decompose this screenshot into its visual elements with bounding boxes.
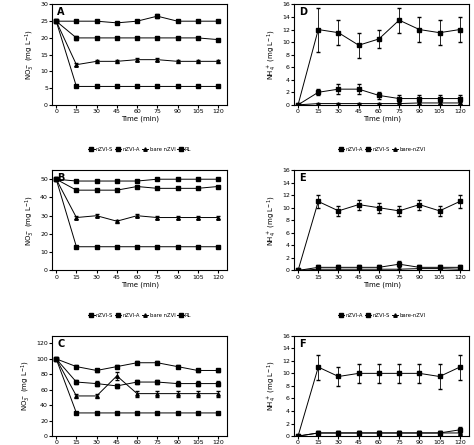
Y-axis label: NO$_3^-$ (mg L$^{-1}$): NO$_3^-$ (mg L$^{-1}$) [24,29,37,80]
Text: F: F [299,339,306,349]
Text: A: A [57,8,65,17]
Y-axis label: NH$_4^+$ (mg L$^{-1}$): NH$_4^+$ (mg L$^{-1}$) [266,360,279,411]
Text: B: B [57,173,65,183]
Legend: nZVI-S, nZVI-A, bare nZVI, RL: nZVI-S, nZVI-A, bare nZVI, RL [86,311,193,320]
Y-axis label: NH$_4^+$ (mg L$^{-1}$): NH$_4^+$ (mg L$^{-1}$) [266,195,279,246]
Y-axis label: NO$_3^-$ (mg L$^{-1}$): NO$_3^-$ (mg L$^{-1}$) [24,195,37,246]
Legend: nZVI-A, nZVI-S, bare-nZVI: nZVI-A, nZVI-S, bare-nZVI [336,311,428,320]
X-axis label: Time (min): Time (min) [363,115,401,122]
Text: D: D [299,8,307,17]
X-axis label: Time (min): Time (min) [121,115,159,122]
Legend: nZVI-A, nZVI-S, bare-nZVI: nZVI-A, nZVI-S, bare-nZVI [336,145,428,154]
X-axis label: Time (min): Time (min) [363,281,401,287]
X-axis label: Time (min): Time (min) [121,281,159,287]
Text: C: C [57,339,64,349]
Text: E: E [299,173,306,183]
Y-axis label: NH$_4^+$ (mg L$^{-1}$): NH$_4^+$ (mg L$^{-1}$) [266,29,279,80]
Y-axis label: NO$_3^-$ (mg L$^{-1}$): NO$_3^-$ (mg L$^{-1}$) [20,360,34,412]
Legend: nZVI-S, nZVI-A, bare nZVI, RL: nZVI-S, nZVI-A, bare nZVI, RL [86,145,193,154]
